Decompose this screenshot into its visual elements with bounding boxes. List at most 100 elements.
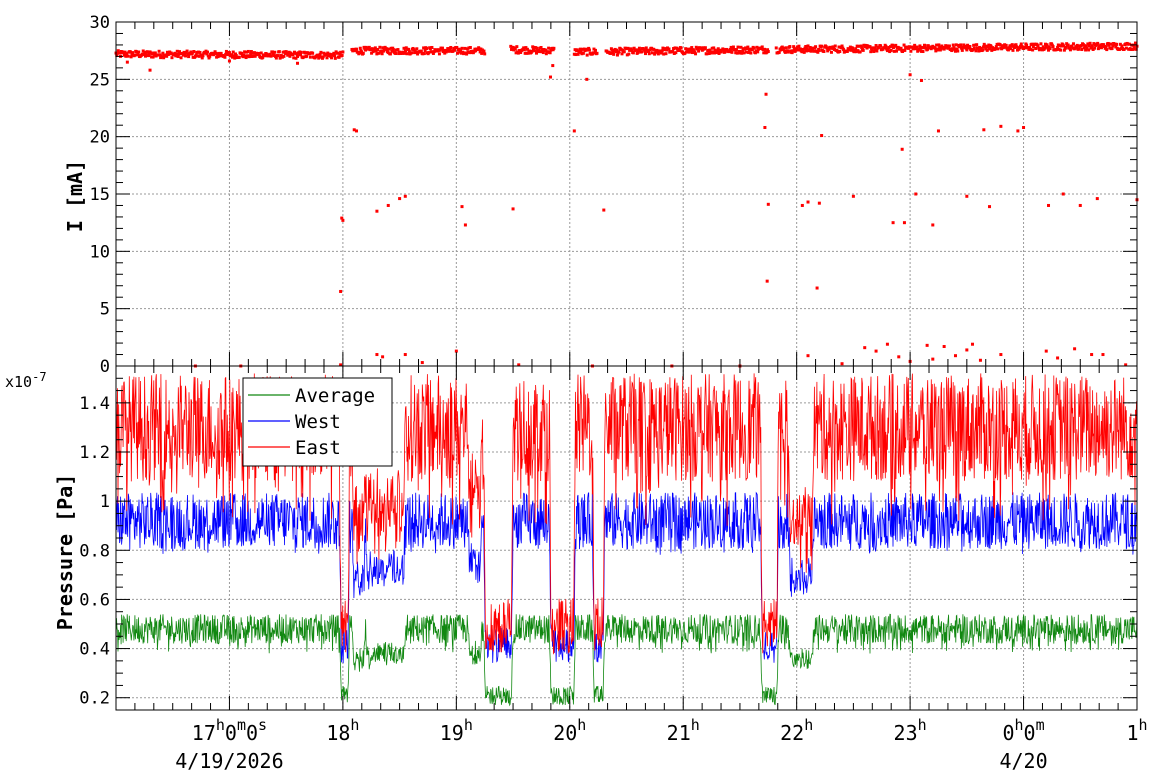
current-baseline-point bbox=[637, 48, 641, 52]
current-baseline-point bbox=[215, 52, 219, 56]
current-baseline-point bbox=[216, 55, 220, 59]
current-baseline-point bbox=[116, 49, 120, 53]
current-baseline-point bbox=[684, 47, 688, 51]
current-baseline-point bbox=[396, 48, 400, 52]
current-point bbox=[420, 361, 424, 365]
current-baseline-point bbox=[294, 56, 298, 60]
current-baseline-point bbox=[936, 48, 940, 52]
current-baseline-point bbox=[457, 47, 461, 51]
current-baseline-point bbox=[989, 44, 993, 48]
current-point bbox=[1056, 356, 1060, 360]
current-baseline-point bbox=[797, 44, 801, 48]
current-baseline-point bbox=[533, 49, 537, 53]
current-baseline-point bbox=[1046, 46, 1050, 50]
x-date-label: 4/19/2026 bbox=[175, 749, 283, 773]
current-baseline-point bbox=[288, 54, 292, 58]
current-point bbox=[897, 355, 901, 359]
current-baseline-point bbox=[1074, 45, 1078, 49]
current-baseline-point bbox=[1129, 47, 1133, 51]
current-baseline-point bbox=[438, 48, 442, 52]
current-baseline-point bbox=[664, 52, 668, 56]
current-baseline-point bbox=[650, 51, 654, 55]
current-baseline-point bbox=[697, 49, 701, 53]
current-baseline-point bbox=[972, 46, 976, 50]
current-point bbox=[340, 216, 344, 220]
current-baseline-point bbox=[705, 52, 709, 56]
current-baseline-point bbox=[252, 51, 256, 55]
current-baseline-point bbox=[1118, 42, 1122, 46]
current-baseline-point bbox=[1133, 47, 1137, 51]
current-baseline-point bbox=[125, 52, 129, 56]
current-baseline-point bbox=[612, 52, 616, 56]
current-baseline-point bbox=[1055, 47, 1059, 51]
current-baseline-point bbox=[1011, 48, 1015, 52]
current-baseline-point bbox=[632, 46, 636, 50]
current-baseline-point bbox=[224, 49, 228, 53]
current-baseline-point bbox=[793, 49, 797, 53]
current-baseline-point bbox=[299, 50, 303, 54]
current-baseline-point bbox=[747, 50, 751, 54]
current-point bbox=[1101, 353, 1105, 357]
pressure-pad: 0.20.40.60.811.21.4 Pressure [Pa] x10-7 … bbox=[5, 365, 1138, 711]
pressure-y-tick-label: 0.4 bbox=[79, 640, 110, 660]
current-baseline-point bbox=[358, 46, 362, 50]
current-baseline-point bbox=[243, 50, 247, 54]
current-baseline-point bbox=[1047, 45, 1051, 49]
current-baseline-point bbox=[468, 46, 472, 50]
current-baseline-point bbox=[277, 50, 281, 54]
current-baseline-point bbox=[1059, 48, 1063, 52]
current-baseline-point bbox=[425, 47, 429, 51]
current-baseline-point bbox=[274, 56, 278, 60]
current-baseline-point bbox=[467, 46, 471, 50]
current-baseline-point bbox=[198, 50, 202, 54]
current-baseline-point bbox=[303, 51, 307, 55]
current-baseline-point bbox=[991, 46, 995, 50]
current-point bbox=[1090, 353, 1094, 357]
current-point bbox=[763, 125, 767, 129]
current-baseline-point bbox=[370, 51, 374, 55]
current-baseline-point bbox=[888, 45, 892, 49]
current-baseline-point bbox=[531, 48, 535, 52]
current-baseline-point bbox=[659, 51, 663, 55]
current-baseline-point bbox=[762, 51, 766, 55]
current-baseline-point bbox=[455, 45, 459, 49]
current-point bbox=[863, 346, 867, 350]
current-baseline-point bbox=[963, 44, 967, 48]
current-baseline-point bbox=[332, 51, 336, 55]
current-baseline-point bbox=[237, 55, 241, 59]
current-baseline-point bbox=[990, 48, 994, 52]
pressure-y-multiplier: x10-7 bbox=[5, 370, 47, 391]
current-baseline-point bbox=[595, 51, 599, 55]
current-baseline-point bbox=[808, 45, 812, 49]
current-point bbox=[1095, 197, 1099, 201]
current-baseline-point bbox=[578, 50, 582, 54]
current-baseline-point bbox=[855, 44, 859, 48]
current-baseline-point bbox=[854, 47, 858, 51]
current-baseline-point bbox=[840, 44, 844, 48]
current-baseline-point bbox=[242, 53, 246, 57]
current-baseline-point bbox=[684, 50, 688, 54]
current-baseline-point bbox=[722, 48, 726, 52]
current-baseline-point bbox=[192, 50, 196, 54]
current-baseline-point bbox=[374, 49, 378, 53]
current-baseline-point bbox=[715, 51, 719, 55]
current-point bbox=[840, 362, 844, 366]
current-baseline-point bbox=[525, 47, 529, 51]
current-y-axis-label: I [mA] bbox=[63, 160, 87, 232]
current-baseline-point bbox=[755, 45, 759, 49]
current-point bbox=[988, 205, 992, 209]
current-baseline-point bbox=[952, 46, 956, 50]
current-baseline-point bbox=[965, 48, 969, 52]
current-baseline-point bbox=[1111, 44, 1115, 48]
current-baseline-point bbox=[243, 54, 247, 58]
current-baseline-point bbox=[168, 50, 172, 54]
current-baseline-point bbox=[903, 48, 907, 52]
current-baseline-point bbox=[1079, 44, 1083, 48]
current-baseline-point bbox=[940, 44, 944, 48]
current-baseline-point bbox=[672, 47, 676, 51]
current-grid bbox=[116, 21, 1138, 367]
current-baseline-point bbox=[248, 55, 252, 59]
current-baseline-point bbox=[234, 53, 238, 57]
pressure-y-tick-label: 0.8 bbox=[79, 541, 110, 561]
current-baseline-point bbox=[694, 45, 698, 49]
